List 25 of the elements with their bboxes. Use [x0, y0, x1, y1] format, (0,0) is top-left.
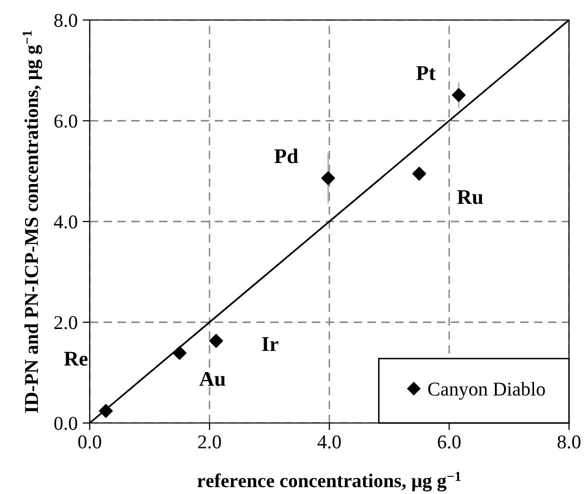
x-tick-label: 8.0: [558, 435, 580, 449]
point: [452, 88, 466, 102]
y-tick-label: 2.0: [54, 316, 78, 330]
point: [172, 346, 186, 360]
annotation: Au: [199, 372, 226, 386]
x-tick-label: 0.0: [78, 435, 102, 449]
y-axis-title: ID-PN and PN-ICP-MS concentrations, μg g$^{−1}$: [22, 30, 42, 413]
annotation: Pd: [274, 148, 298, 164]
legend-label: Canyon Diablo: [428, 382, 545, 400]
x-axis-title: reference concentrations, μg g$^{−1}$: [197, 472, 461, 492]
point: [209, 334, 224, 348]
y-tick-label: 0.0: [54, 416, 78, 430]
annotation: Re: [64, 352, 88, 366]
annotation: Pt: [416, 66, 436, 80]
x-tick-label: 4.0: [318, 435, 341, 449]
point: [98, 404, 113, 418]
point: [321, 171, 336, 186]
y-tick-label: 6.0: [54, 114, 78, 128]
x-tick-label: 2.0: [198, 435, 221, 449]
x-tick-label: 6.0: [438, 435, 461, 449]
annotation: Ir: [262, 337, 278, 351]
y-tick-label: 8.0: [54, 14, 78, 28]
annotation: Ru: [457, 190, 483, 204]
y-tick-label: 4.0: [54, 215, 78, 229]
point: [412, 166, 426, 181]
